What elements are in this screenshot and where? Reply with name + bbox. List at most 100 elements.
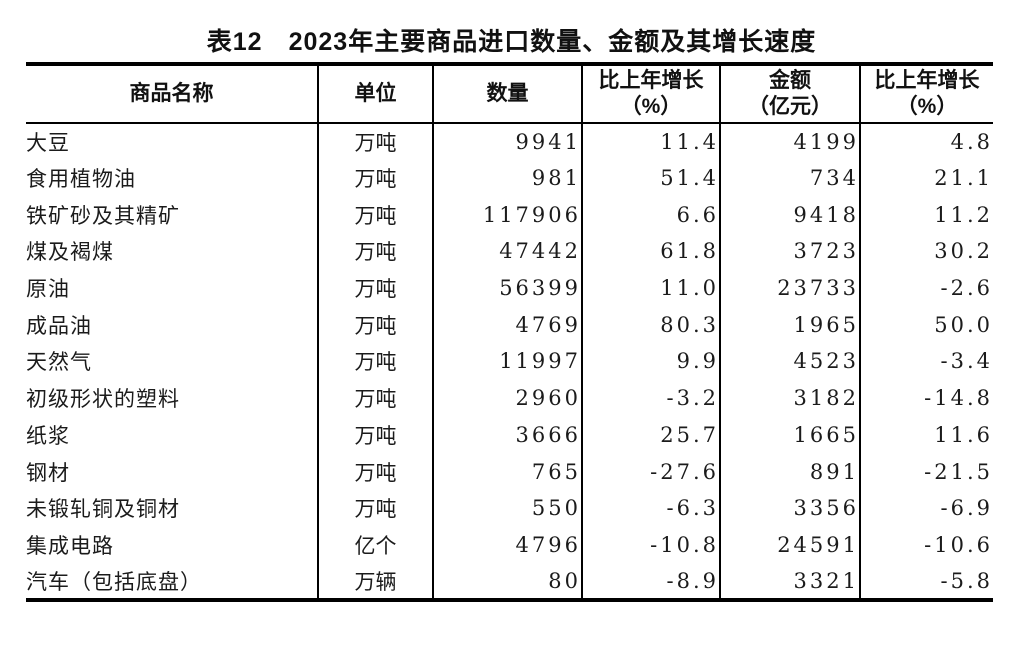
col-header-amount: 金额 （亿元） <box>719 64 860 124</box>
quantity-growth-cell: -27.6 <box>581 453 720 490</box>
col-header-quantity-growth: 比上年增长 （%） <box>581 64 720 124</box>
col-header-label: 金额 <box>769 69 811 92</box>
table-row: 大豆 万吨 9941 11.4 4199 4.8 <box>26 123 993 160</box>
amount-cell: 4199 <box>719 123 860 160</box>
amount-cell: 891 <box>719 453 860 490</box>
quantity-cell: 3666 <box>432 416 582 454</box>
import-commodities-table: 商品名称 单位 数量 比上年增长 （%） 金额 （亿元） 比上年增长 <box>26 62 993 602</box>
unit-cell: 万吨 <box>317 306 433 344</box>
amount-cell: 1665 <box>719 416 860 454</box>
amount-cell: 734 <box>719 159 860 197</box>
table-row: 成品油 万吨 4769 80.3 1965 50.0 <box>26 306 993 344</box>
col-header-sublabel: （亿元） <box>748 95 832 118</box>
header-row: 商品名称 单位 数量 比上年增长 （%） 金额 （亿元） 比上年增长 <box>26 64 993 124</box>
commodity-name-cell: 成品油 <box>26 313 92 338</box>
amount-cell: 9418 <box>719 196 860 234</box>
table-row: 天然气 万吨 11997 9.9 4523 -3.4 <box>26 343 993 380</box>
col-header-unit: 单位 <box>317 64 433 124</box>
quantity-cell: 4796 <box>432 526 582 564</box>
col-header-label: 比上年增长 <box>874 69 980 92</box>
amount-cell: 3321 <box>719 563 860 600</box>
commodity-name-cell: 汽车（包括底盘） <box>26 569 202 594</box>
col-header-quantity: 数量 <box>432 64 582 124</box>
amount-growth-cell: 11.2 <box>859 196 993 234</box>
quantity-cell: 981 <box>432 159 582 197</box>
col-header-amount-growth: 比上年增长 （%） <box>859 64 993 124</box>
quantity-growth-cell: 80.3 <box>581 306 720 344</box>
table-row: 初级形状的塑料 万吨 2960 -3.2 3182 -14.8 <box>26 379 993 417</box>
col-header-label: 比上年增长 <box>598 69 704 92</box>
table-row: 原油 万吨 56399 11.0 23733 -2.6 <box>26 269 993 307</box>
quantity-growth-cell: 11.0 <box>581 269 720 307</box>
col-header-label: 单位 <box>354 82 397 105</box>
table-title: 表12 2023年主要商品进口数量、金额及其增长速度 <box>206 28 817 56</box>
col-header-commodity-name: 商品名称 <box>26 64 318 124</box>
col-header-sublabel: （%） <box>620 95 682 118</box>
table-row: 未锻轧铜及铜材 万吨 550 -6.3 3356 -6.9 <box>26 489 993 527</box>
amount-cell: 3182 <box>719 379 860 417</box>
amount-cell: 3356 <box>719 489 860 527</box>
commodity-name-cell: 食用植物油 <box>26 167 136 192</box>
amount-growth-cell: -14.8 <box>859 379 993 417</box>
amount-growth-cell: -21.5 <box>859 453 993 490</box>
commodity-name-cell: 未锻轧铜及铜材 <box>26 497 180 522</box>
quantity-growth-cell: 25.7 <box>581 416 720 454</box>
table-row: 钢材 万吨 765 -27.6 891 -21.5 <box>26 453 993 490</box>
quantity-growth-cell: 61.8 <box>581 233 720 270</box>
amount-growth-cell: 21.1 <box>859 159 993 197</box>
commodity-name-cell: 初级形状的塑料 <box>26 387 180 412</box>
col-header-label: 数量 <box>486 82 529 105</box>
table-row: 汽车（包括底盘） 万辆 80 -8.9 3321 -5.8 <box>26 563 993 600</box>
col-header-sublabel: （%） <box>896 95 958 118</box>
quantity-cell: 11997 <box>432 343 582 380</box>
unit-cell: 亿个 <box>317 526 433 564</box>
unit-cell: 万吨 <box>317 269 433 307</box>
unit-cell: 万吨 <box>317 416 433 454</box>
unit-cell: 万吨 <box>317 123 433 160</box>
commodity-name-cell: 钢材 <box>26 460 70 485</box>
amount-cell: 24591 <box>719 526 860 564</box>
quantity-cell: 47442 <box>432 233 582 270</box>
amount-growth-cell: -10.6 <box>859 526 993 564</box>
table-row: 铁矿砂及其精矿 万吨 117906 6.6 9418 11.2 <box>26 196 993 234</box>
commodity-name-cell: 纸浆 <box>26 423 70 448</box>
quantity-cell: 550 <box>432 489 582 527</box>
unit-cell: 万吨 <box>317 196 433 234</box>
quantity-growth-cell: -6.3 <box>581 489 720 527</box>
quantity-growth-cell: -3.2 <box>581 379 720 417</box>
amount-growth-cell: 4.8 <box>859 123 993 160</box>
table-row: 食用植物油 万吨 981 51.4 734 21.1 <box>26 159 993 197</box>
unit-cell: 万辆 <box>317 563 433 600</box>
amount-growth-cell: -6.9 <box>859 489 993 527</box>
amount-cell: 23733 <box>719 269 860 307</box>
commodity-name-cell: 原油 <box>26 277 70 302</box>
quantity-cell: 56399 <box>432 269 582 307</box>
table-row: 纸浆 万吨 3666 25.7 1665 11.6 <box>26 416 993 454</box>
table-row: 集成电路 亿个 4796 -10.8 24591 -10.6 <box>26 526 993 564</box>
quantity-growth-cell: 11.4 <box>581 123 720 160</box>
quantity-growth-cell: -8.9 <box>581 563 720 600</box>
table-row: 煤及褐煤 万吨 47442 61.8 3723 30.2 <box>26 233 993 270</box>
amount-cell: 3723 <box>719 233 860 270</box>
quantity-cell: 80 <box>432 563 582 600</box>
commodity-name-cell: 铁矿砂及其精矿 <box>26 203 180 228</box>
unit-cell: 万吨 <box>317 453 433 490</box>
amount-cell: 4523 <box>719 343 860 380</box>
unit-cell: 万吨 <box>317 343 433 380</box>
unit-cell: 万吨 <box>317 379 433 417</box>
quantity-growth-cell: -10.8 <box>581 526 720 564</box>
amount-growth-cell: -2.6 <box>859 269 993 307</box>
amount-growth-cell: -3.4 <box>859 343 993 380</box>
quantity-cell: 765 <box>432 453 582 490</box>
quantity-cell: 2960 <box>432 379 582 417</box>
amount-cell: 1965 <box>719 306 860 344</box>
quantity-growth-cell: 9.9 <box>581 343 720 380</box>
quantity-cell: 4769 <box>432 306 582 344</box>
commodity-name-cell: 煤及褐煤 <box>26 240 114 265</box>
amount-growth-cell: -5.8 <box>859 563 993 600</box>
commodity-name-cell: 集成电路 <box>26 533 114 558</box>
unit-cell: 万吨 <box>317 233 433 270</box>
quantity-growth-cell: 6.6 <box>581 196 720 234</box>
unit-cell: 万吨 <box>317 489 433 527</box>
col-header-label: 商品名称 <box>129 82 214 105</box>
